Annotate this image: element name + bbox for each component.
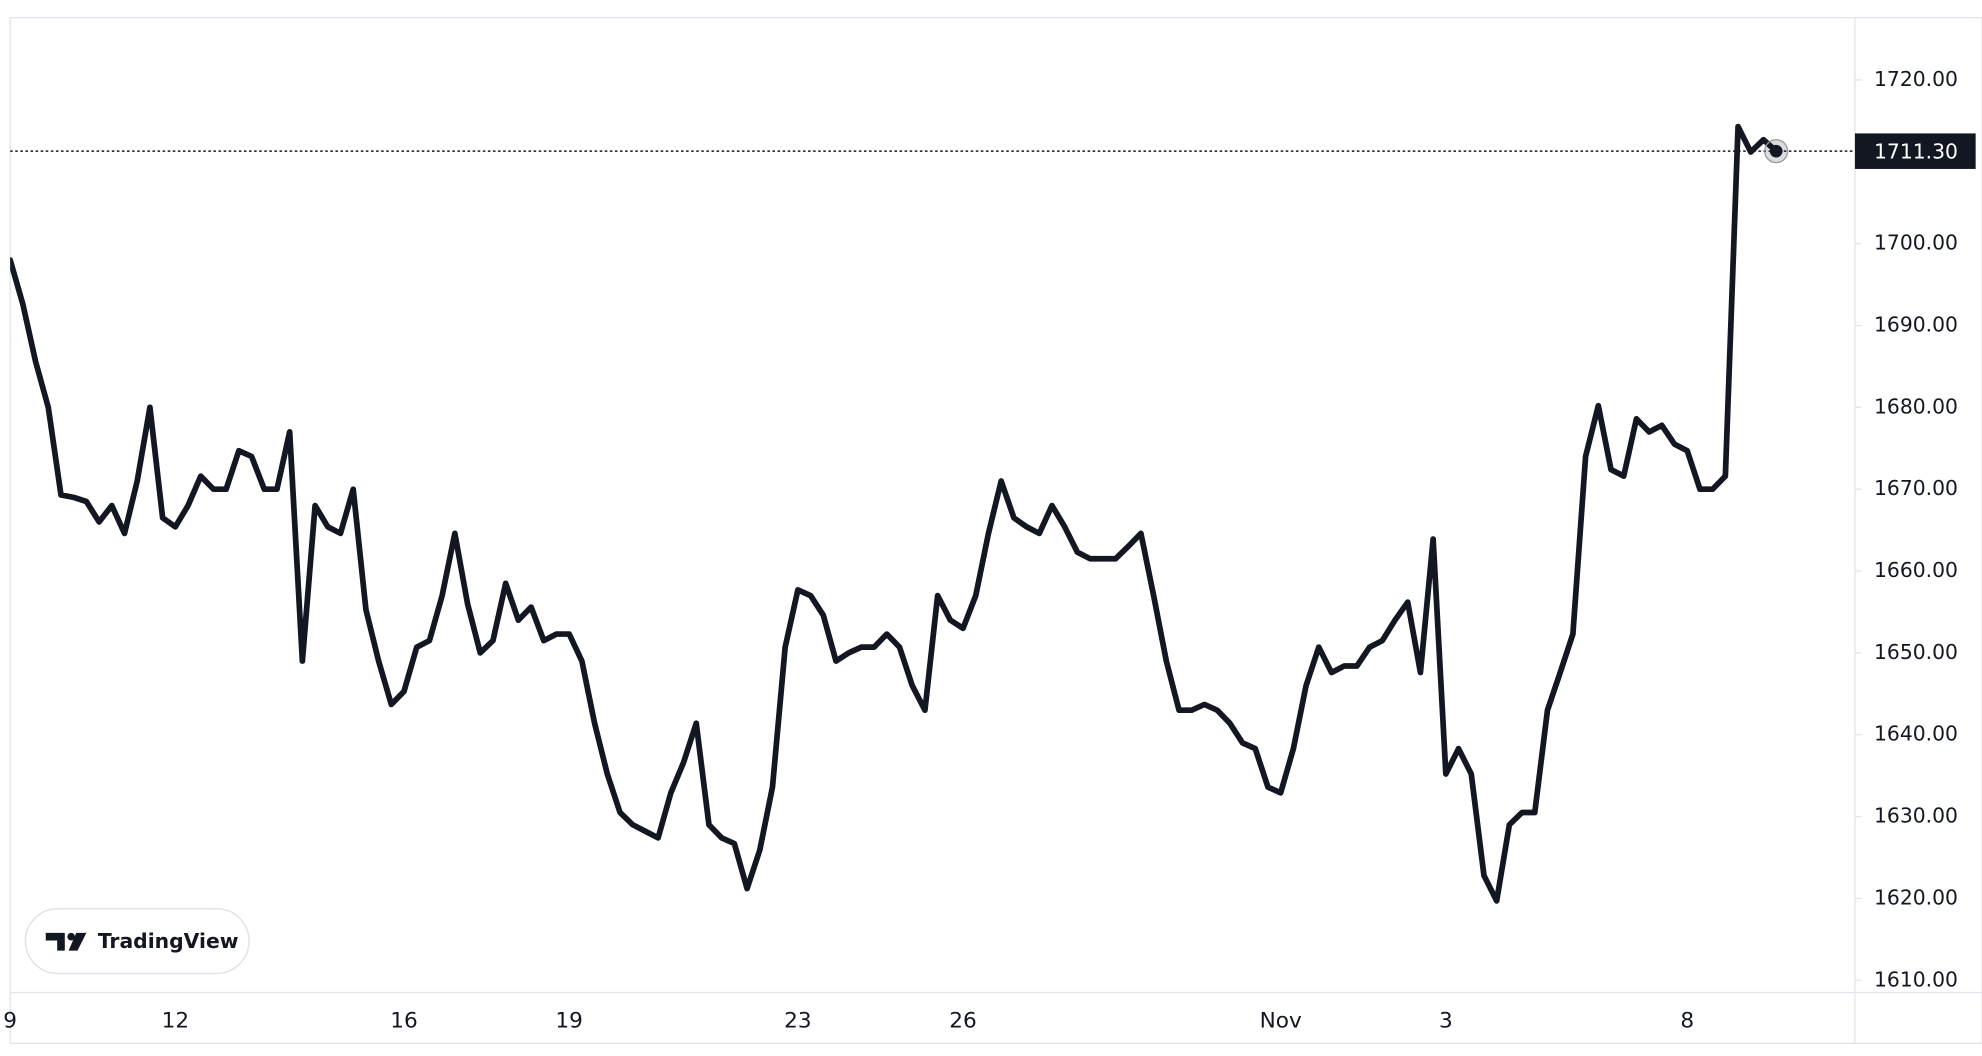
- watermark-text: TradingView: [98, 929, 239, 953]
- y-tick-label: 1610.00: [1874, 967, 1958, 991]
- x-tick-label: 26: [949, 1009, 976, 1034]
- price-tag: [1854, 133, 1976, 169]
- price-tag-label: 1711.30: [1874, 139, 1958, 163]
- x-tick-label: 19: [555, 1009, 582, 1034]
- logo: [45, 932, 87, 951]
- axes: 1610.00 1620.00 1630.00 1640.00 1650.00 1660.…: [3, 67, 1976, 1034]
- x-tick-label: 8: [1680, 1009, 1694, 1034]
- x-tick-label: 3: [1439, 1009, 1453, 1034]
- y-tick-label: 1640.00: [1874, 722, 1958, 746]
- plot-area: [10, 123, 1855, 904]
- watermark-badge[interactable]: TradingView: [24, 908, 250, 975]
- y-tick-label: 1720.00: [1874, 67, 1958, 91]
- y-tick-label: 1620.00: [1874, 885, 1958, 909]
- last-point: [1769, 144, 1783, 158]
- x-tick-label: 9: [3, 1009, 17, 1034]
- y-tick-label: 1660.00: [1874, 558, 1958, 582]
- x-tick-label: 12: [162, 1009, 189, 1034]
- x-tick-label: Nov: [1260, 1009, 1302, 1034]
- y-tick-label: 1670.00: [1874, 476, 1958, 500]
- y-tick-label: 1650.00: [1874, 640, 1958, 664]
- badge-outline: [24, 908, 250, 975]
- x-tick-label: 16: [390, 1009, 417, 1034]
- x-tick-label: 23: [784, 1009, 811, 1034]
- y-tick-label: 1700.00: [1874, 231, 1958, 255]
- price-line-series: [10, 123, 1780, 904]
- frame: [9, 17, 1982, 1044]
- y-tick-label: 1690.00: [1874, 313, 1958, 337]
- y-tick-label: 1680.00: [1874, 394, 1958, 418]
- y-tick-label: 1630.00: [1874, 804, 1958, 828]
